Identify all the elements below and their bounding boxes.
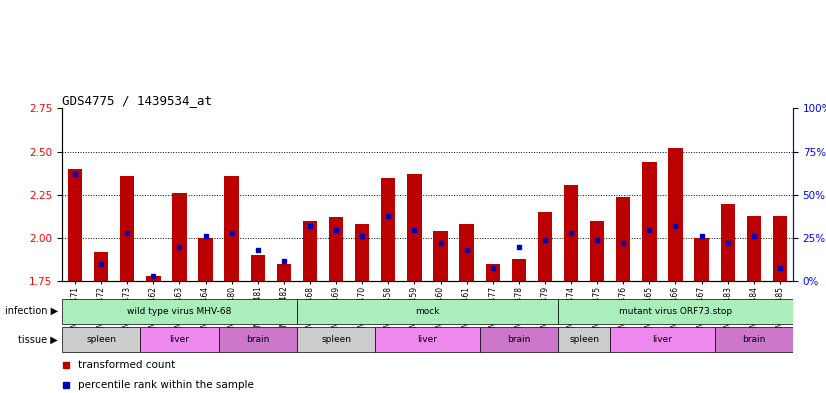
Bar <box>381 178 396 281</box>
Text: mutant virus ORF73.stop: mutant virus ORF73.stop <box>619 307 732 316</box>
Text: wild type virus MHV-68: wild type virus MHV-68 <box>127 307 231 316</box>
Text: spleen: spleen <box>569 335 599 344</box>
Bar <box>140 327 219 352</box>
Bar <box>590 221 605 281</box>
Bar <box>486 264 500 281</box>
Bar <box>610 327 714 352</box>
Bar <box>198 238 213 281</box>
Text: GDS4775 / 1439534_at: GDS4775 / 1439534_at <box>62 94 212 107</box>
Bar <box>146 276 160 281</box>
Bar <box>250 255 265 281</box>
Bar <box>773 216 787 281</box>
Bar <box>459 224 474 281</box>
Text: percentile rank within the sample: percentile rank within the sample <box>78 380 254 390</box>
Bar <box>62 327 140 352</box>
Bar <box>219 327 297 352</box>
Bar <box>642 162 657 281</box>
Bar <box>747 216 761 281</box>
Bar <box>511 259 526 281</box>
Bar <box>225 176 239 281</box>
Text: spleen: spleen <box>321 335 351 344</box>
Bar <box>297 327 375 352</box>
Text: tissue ▶: tissue ▶ <box>18 334 58 345</box>
Text: liver: liver <box>653 335 672 344</box>
Bar <box>375 327 480 352</box>
Bar <box>616 196 630 281</box>
Bar <box>714 327 793 352</box>
Text: brain: brain <box>246 335 269 344</box>
Bar <box>480 327 558 352</box>
Bar <box>668 148 682 281</box>
Bar <box>62 299 297 324</box>
Bar <box>297 299 558 324</box>
Bar <box>173 193 187 281</box>
Text: mock: mock <box>415 307 439 316</box>
Bar <box>564 185 578 281</box>
Text: infection ▶: infection ▶ <box>5 306 58 316</box>
Bar <box>558 327 610 352</box>
Bar <box>558 299 793 324</box>
Bar <box>407 174 421 281</box>
Text: brain: brain <box>507 335 530 344</box>
Bar <box>329 217 344 281</box>
Bar <box>720 204 735 281</box>
Bar <box>94 252 108 281</box>
Text: liver: liver <box>169 335 189 344</box>
Bar <box>303 221 317 281</box>
Bar <box>277 264 291 281</box>
Bar <box>434 231 448 281</box>
Bar <box>120 176 135 281</box>
Text: liver: liver <box>417 335 438 344</box>
Text: spleen: spleen <box>86 335 116 344</box>
Bar <box>355 224 369 281</box>
Text: transformed count: transformed count <box>78 360 175 370</box>
Bar <box>68 169 82 281</box>
Bar <box>695 238 709 281</box>
Bar <box>538 212 552 281</box>
Text: brain: brain <box>742 335 766 344</box>
